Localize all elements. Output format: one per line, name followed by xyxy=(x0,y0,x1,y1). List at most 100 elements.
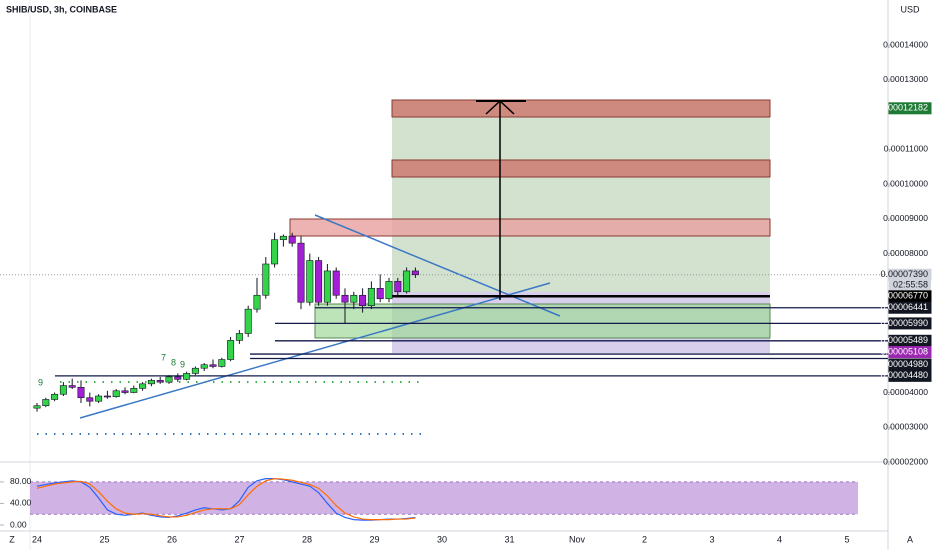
candle-body xyxy=(262,263,270,296)
price-label-bg xyxy=(888,369,932,382)
osc-line xyxy=(36,478,416,521)
candle-body xyxy=(244,308,252,334)
seq-label: 9 xyxy=(180,359,185,369)
x-tick-label: 30 xyxy=(437,534,447,544)
trend-line xyxy=(79,282,551,419)
osc-tick-label: 80.00 xyxy=(10,476,32,486)
candle-body xyxy=(341,294,349,303)
chart-title: SHIB/USD, 3h, COINBASE xyxy=(6,4,117,14)
candle-body xyxy=(323,270,331,303)
price-label: 0.00006441 xyxy=(880,302,928,312)
x-tick-label: 28 xyxy=(302,534,312,544)
candle-body xyxy=(86,397,94,402)
osc-tick-label: 0.00 xyxy=(10,519,27,529)
y-tick-label: 0.00010000 xyxy=(883,178,928,188)
candle-body xyxy=(33,405,41,409)
target-zone xyxy=(392,100,770,292)
candle-body xyxy=(156,380,164,383)
candle-body xyxy=(139,383,147,389)
candle-body xyxy=(209,364,217,367)
candle-body xyxy=(403,270,411,293)
candle-body xyxy=(367,288,375,306)
candle-body xyxy=(253,294,261,310)
x-tick-label: 4 xyxy=(777,534,782,544)
y-tick-label: 0.00003000 xyxy=(883,422,928,432)
price-label: 0.00005489 xyxy=(880,335,928,345)
price-label: 0.00006770 xyxy=(880,291,928,301)
x-tick-label: 3 xyxy=(709,534,714,544)
candle-body xyxy=(130,388,138,393)
candle-body xyxy=(200,364,208,369)
x-tick-label: 24 xyxy=(32,534,42,544)
price-label: 0.00012182 xyxy=(880,103,928,113)
y-tick-label: 0.00009000 xyxy=(883,213,928,223)
candle-body xyxy=(218,359,226,367)
candle-body xyxy=(288,235,296,244)
y-tick-label: 0.00002000 xyxy=(883,456,928,466)
price-label-bg xyxy=(888,317,932,330)
price-label-bg xyxy=(888,102,932,115)
seq-label: 7 xyxy=(161,352,166,362)
candle-body xyxy=(376,288,384,300)
support-zone xyxy=(314,303,771,339)
corner-button[interactable]: A xyxy=(907,534,913,544)
candle-body xyxy=(147,380,155,385)
price-label: 0.00004980 xyxy=(880,359,928,369)
y-tick-label: 0.00013000 xyxy=(883,74,928,84)
candle-body xyxy=(42,399,50,407)
corner-button[interactable]: Z xyxy=(9,534,15,544)
x-tick-label: 27 xyxy=(234,534,244,544)
candle-body xyxy=(68,385,76,388)
candle-body xyxy=(350,294,358,303)
price-label: 0.00007390 xyxy=(880,269,928,279)
x-tick-label: Nov xyxy=(569,534,586,544)
candle-body xyxy=(191,367,199,374)
price-label-bg xyxy=(888,301,932,314)
price-label: 0.00005108 xyxy=(880,346,928,356)
y-tick-label: 0.00004000 xyxy=(883,387,928,397)
candle-body xyxy=(315,260,323,303)
candle-body xyxy=(77,387,85,399)
candle-body xyxy=(59,385,67,395)
trend-line xyxy=(314,214,561,317)
tp-box xyxy=(391,159,771,178)
y-tick-label: 0.00011000 xyxy=(884,144,929,154)
osc-band xyxy=(30,481,858,515)
countdown-bg xyxy=(889,280,931,291)
candle-body xyxy=(235,333,243,341)
candle-body xyxy=(411,270,419,276)
price-axis: 0.00002000 0.00003000 0.00004000 0.00008000… xyxy=(883,39,928,466)
candle-body xyxy=(227,340,235,360)
candle-body xyxy=(359,294,367,306)
candle-body xyxy=(174,376,182,380)
x-tick-label: 2 xyxy=(642,534,647,544)
candle-body xyxy=(271,239,279,265)
candle-body xyxy=(51,393,59,400)
x-tick-label: 31 xyxy=(504,534,514,544)
price-label: 0.00004480 xyxy=(880,370,928,380)
candle-body xyxy=(112,390,120,397)
axis-unit: USD xyxy=(900,4,920,14)
seq-label: 9 xyxy=(38,377,43,387)
candle-body xyxy=(95,395,103,402)
x-tick-label: 29 xyxy=(369,534,379,544)
seq-label: 8 xyxy=(171,357,176,367)
candle-body xyxy=(121,390,129,393)
osc-axis: 0.00 40.00 80.00 xyxy=(0,476,32,529)
candle-body xyxy=(394,281,402,293)
candle-body xyxy=(332,270,340,296)
price-label: 0.00005990 xyxy=(880,318,928,328)
price-label-bg xyxy=(888,346,932,359)
candle-body xyxy=(297,242,305,303)
candle-body xyxy=(279,235,287,240)
y-tick-label: 0.00008000 xyxy=(883,248,928,258)
countdown: 02:55:58 xyxy=(893,280,928,290)
y-tick-label: 0.00014000 xyxy=(883,39,928,49)
x-tick-label: 5 xyxy=(844,534,849,544)
tp-box xyxy=(391,99,771,118)
candle-body xyxy=(306,260,314,303)
tp-box xyxy=(289,218,771,237)
candle-body xyxy=(165,376,173,383)
x-tick-label: 26 xyxy=(167,534,177,544)
